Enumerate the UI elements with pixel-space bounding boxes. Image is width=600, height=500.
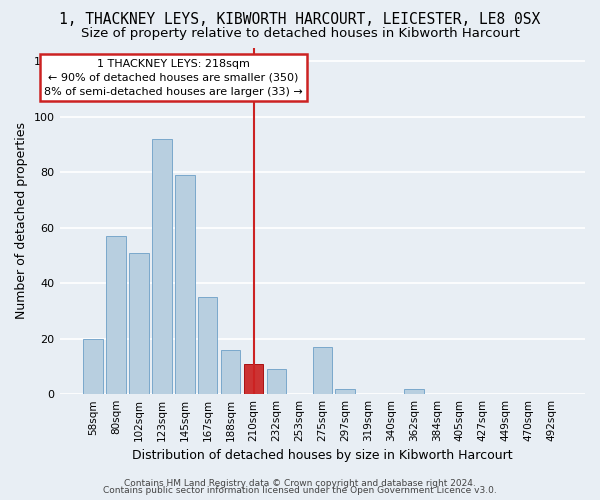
Bar [404,388,424,394]
Bar [198,297,217,394]
Bar [83,338,103,394]
Bar [267,369,286,394]
Bar [313,347,332,394]
Text: 1 THACKNEY LEYS: 218sqm
← 90% of detached houses are smaller (350)
8% of semi-de: 1 THACKNEY LEYS: 218sqm ← 90% of detache… [44,58,303,96]
Bar [221,350,241,394]
X-axis label: Distribution of detached houses by size in Kibworth Harcourt: Distribution of detached houses by size … [132,450,512,462]
Text: Size of property relative to detached houses in Kibworth Harcourt: Size of property relative to detached ho… [80,28,520,40]
Bar [129,252,149,394]
Text: Contains HM Land Registry data © Crown copyright and database right 2024.: Contains HM Land Registry data © Crown c… [124,478,476,488]
Y-axis label: Number of detached properties: Number of detached properties [15,122,28,320]
Text: Contains public sector information licensed under the Open Government Licence v3: Contains public sector information licen… [103,486,497,495]
Text: 1, THACKNEY LEYS, KIBWORTH HARCOURT, LEICESTER, LE8 0SX: 1, THACKNEY LEYS, KIBWORTH HARCOURT, LEI… [59,12,541,28]
Bar [106,236,126,394]
Bar [244,364,263,394]
Bar [335,388,355,394]
Bar [175,175,194,394]
Bar [152,139,172,394]
